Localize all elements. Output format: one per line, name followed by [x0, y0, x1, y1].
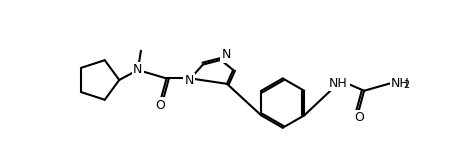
- Text: NH: NH: [328, 77, 347, 90]
- Text: N: N: [221, 48, 231, 61]
- Text: NH: NH: [390, 77, 409, 90]
- Text: O: O: [353, 111, 363, 124]
- Text: N: N: [184, 74, 193, 87]
- Text: N: N: [133, 63, 142, 77]
- Text: 2: 2: [402, 80, 408, 90]
- Text: O: O: [155, 99, 165, 112]
